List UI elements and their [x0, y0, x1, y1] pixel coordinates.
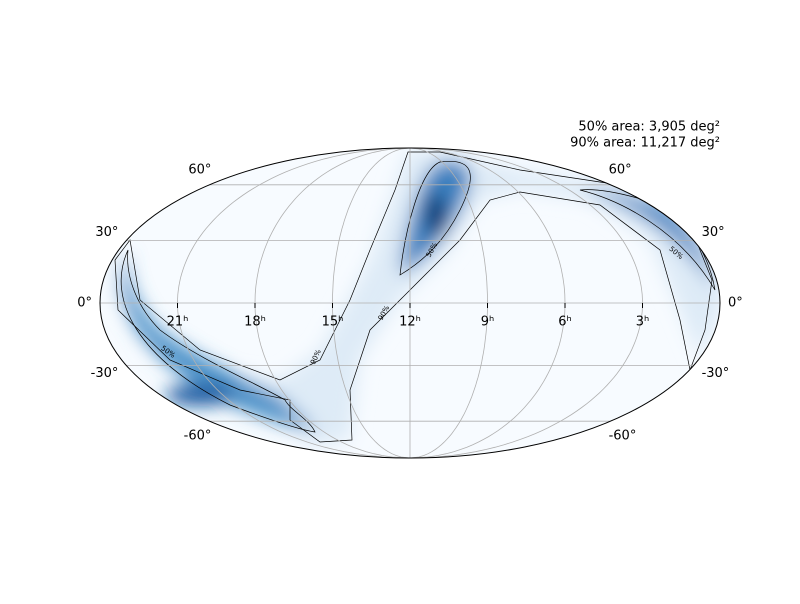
y-tick-label: 60° — [188, 162, 211, 177]
contour-50 — [399, 160, 471, 276]
y-tick-label: -30° — [702, 366, 730, 381]
y-tick-label: -30° — [91, 366, 119, 381]
y-tick-label: 0° — [77, 296, 92, 311]
area-annotation: 90% area: 11,217 deg² — [570, 136, 720, 151]
y-tick-label: 0° — [728, 296, 743, 311]
y-tick-label: 30° — [702, 225, 725, 240]
y-tick-label: -60° — [609, 429, 637, 444]
area-annotation: 50% area: 3,905 deg² — [578, 120, 720, 135]
x-tick-label: 3ʰ — [636, 315, 650, 330]
x-tick-label: 9ʰ — [481, 315, 495, 330]
contour-90 — [114, 151, 713, 443]
x-tick-label: 21ʰ — [167, 315, 189, 330]
y-tick-label: -60° — [184, 429, 212, 444]
y-tick-label: 30° — [95, 225, 118, 240]
y-tick-label: 60° — [609, 162, 632, 177]
sky-outline — [99, 147, 721, 459]
probability-map — [114, 150, 720, 445]
x-tick-label: 15ʰ — [322, 315, 344, 330]
x-tick-label: 12ʰ — [399, 315, 421, 330]
x-tick-label: 18ʰ — [244, 315, 266, 330]
contour-50 — [579, 189, 716, 291]
x-tick-label: 6ʰ — [558, 315, 572, 330]
